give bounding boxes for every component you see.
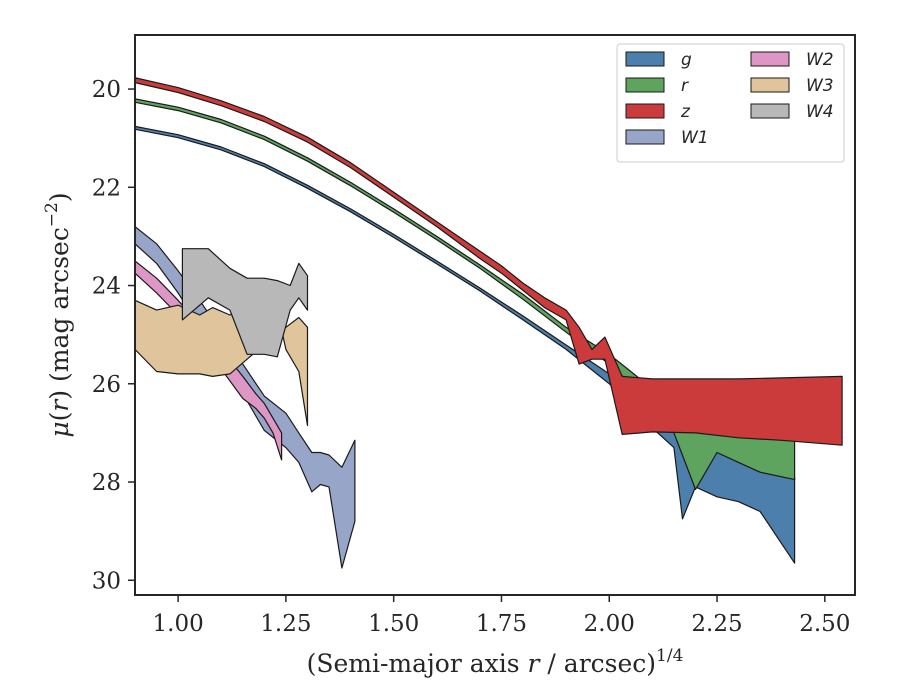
band-g [135,125,796,564]
band-z [135,77,843,446]
plot-frame [134,34,856,596]
band-r [135,98,796,490]
surface-brightness-bands [135,77,843,569]
legend-label-g: g [681,50,692,70]
legend-label-w2: W2 [806,50,834,70]
y-tick-label: 20 [92,77,121,103]
x-tick-label: 1.00 [153,611,204,637]
legend-swatch-w2 [750,51,790,67]
band-w4 [181,248,309,358]
legend-label-w1: W1 [681,128,709,148]
x-tick-label: 2.25 [691,611,742,637]
legend-swatch-w4 [750,103,790,119]
x-tick-label: 1.50 [368,611,419,637]
x-axis-ticks: 1.00 1.25 1.50 1.75 2.00 2.25 2.50 [153,595,850,637]
x-tick-label: 2.50 [799,611,850,637]
legend-swatch-w1 [625,129,665,145]
legend-label-w3: W3 [806,76,834,96]
legend-label-r: r [681,76,689,96]
legend-swatch-g [625,51,665,67]
legend-swatch-z [625,103,665,119]
y-tick-label: 24 [92,274,121,300]
legend-label-z: z [680,102,691,122]
legend-frame [616,43,845,163]
x-tick-label: 1.75 [476,611,527,637]
legend-label-w4: W4 [806,102,834,122]
x-tick-label: 1.25 [260,611,311,637]
y-tick-label: 30 [92,568,121,594]
x-axis-label: (Semi-major axis r / arcsec)1/4 [307,646,684,678]
y-axis-ticks: 20 22 24 26 28 30 [92,77,135,594]
y-tick-label: 26 [92,372,121,398]
legend: grz W1 W2 W3 W4 [616,43,845,163]
x-tick-label: 2.00 [584,611,635,637]
y-tick-label: 28 [92,470,121,496]
y-axis-label: μ(r) (mag arcsec−2) [42,192,74,437]
legend-swatch-r [625,77,665,93]
y-tick-label: 22 [92,175,121,201]
legend-swatch-w3 [750,77,790,93]
